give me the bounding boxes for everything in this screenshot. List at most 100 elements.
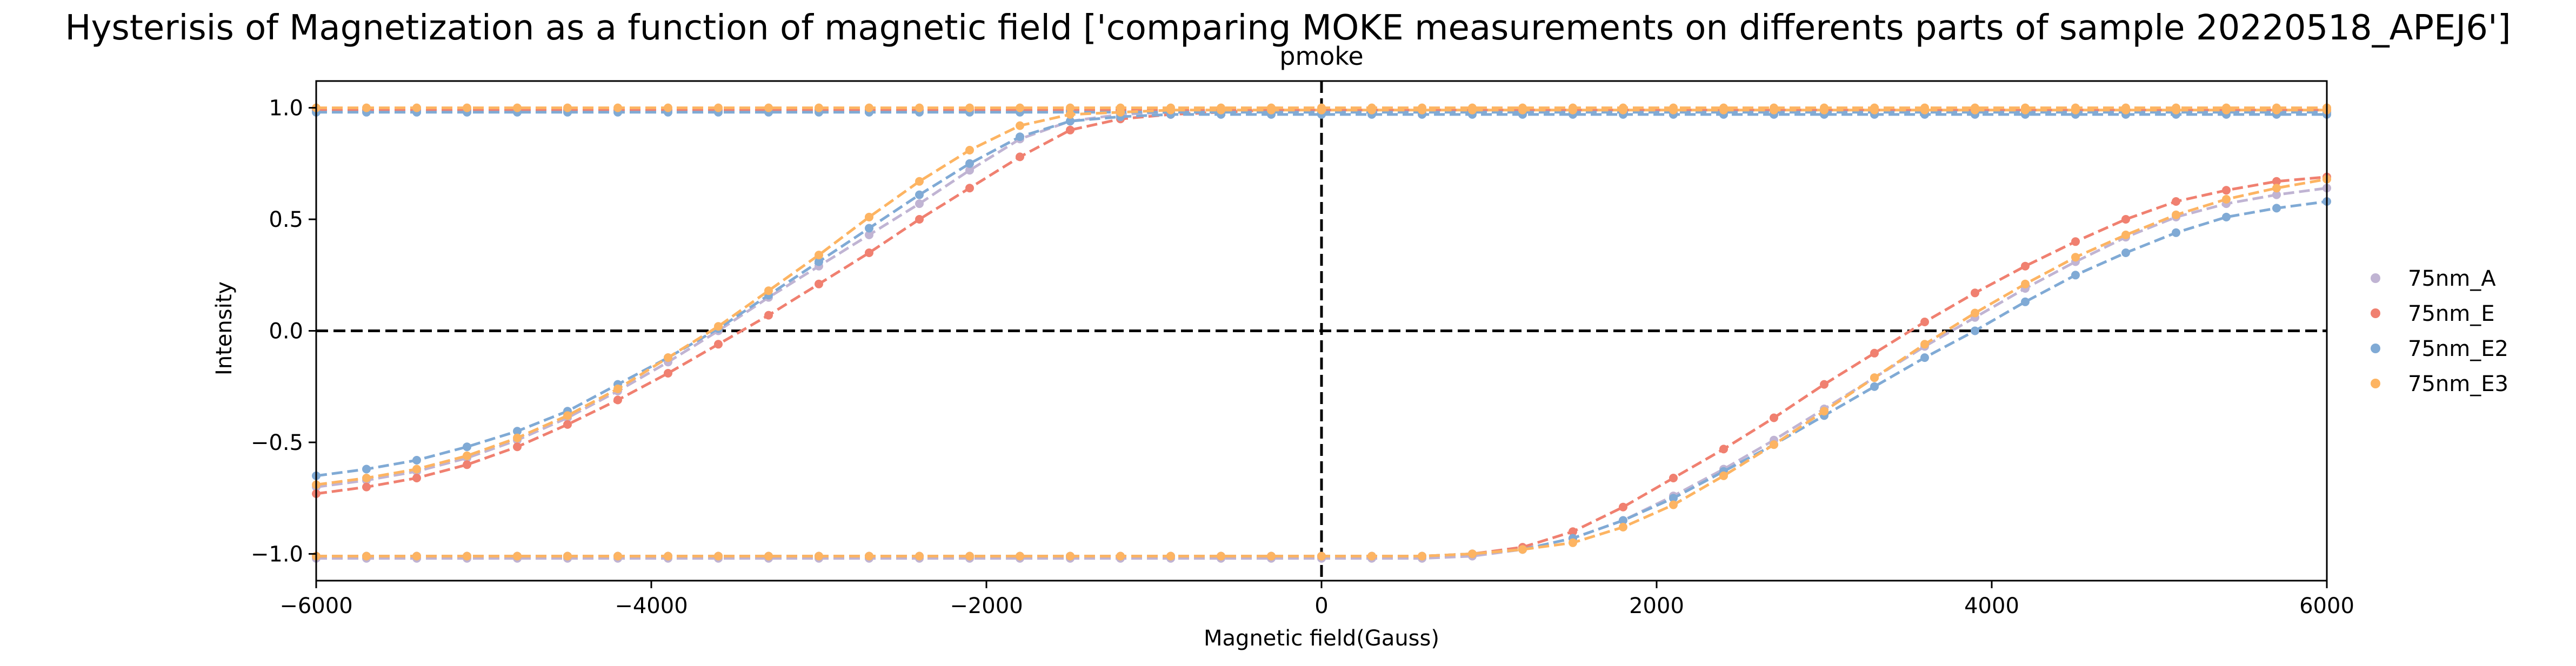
data-point (513, 103, 522, 112)
data-point (1468, 549, 1477, 559)
y-axis-label: Intensity (212, 281, 237, 375)
data-point (2071, 105, 2080, 115)
x-tick-label: −2000 (950, 594, 1023, 618)
data-point (2021, 105, 2030, 115)
data-point (965, 146, 974, 154)
legend-label: 75nm_E3 (2408, 372, 2508, 396)
data-point (1820, 105, 1828, 115)
data-point (1518, 105, 1527, 115)
y-axis: 1.0 0.5 0.0 −0.5 −1.0 (251, 96, 316, 567)
data-point (865, 103, 873, 112)
data-point (463, 551, 471, 561)
data-point (965, 103, 974, 112)
data-point (2272, 184, 2281, 193)
data-point (2071, 271, 2080, 280)
data-point (2121, 248, 2130, 257)
data-point (1418, 105, 1426, 115)
data-point (714, 340, 723, 349)
data-point (764, 286, 773, 295)
legend-marker (2371, 379, 2380, 388)
x-axis: −6000 −4000 −2000 0 2000 4000 6000 (279, 581, 2354, 618)
data-point (1016, 152, 1024, 162)
data-point (412, 103, 421, 112)
data-point (513, 551, 522, 561)
data-point (1920, 340, 1929, 349)
data-point (1418, 551, 1426, 561)
data-point (865, 248, 873, 257)
data-point (664, 353, 672, 362)
legend-marker (2371, 308, 2380, 318)
data-point (2121, 230, 2130, 239)
data-point (613, 103, 622, 112)
data-point (513, 433, 522, 442)
data-point (1116, 107, 1125, 117)
data-point (764, 551, 773, 561)
data-point (714, 322, 723, 331)
data-point (1719, 105, 1728, 115)
data-point (613, 384, 622, 393)
data-point (362, 103, 371, 112)
data-point (1016, 132, 1024, 142)
data-point (463, 451, 471, 460)
data-point (1770, 413, 1778, 422)
data-point (1820, 407, 1828, 416)
data-point (563, 420, 572, 429)
data-point (1719, 471, 1728, 480)
data-point (664, 369, 672, 378)
data-point (1920, 105, 1929, 115)
y-tick-label: −0.5 (251, 430, 303, 455)
x-tick-label: 4000 (1964, 594, 2019, 618)
data-point (714, 551, 723, 561)
data-point (915, 199, 924, 208)
data-point (815, 103, 823, 112)
data-point (1166, 105, 1175, 115)
data-point (915, 190, 924, 199)
data-point (613, 395, 622, 405)
data-point (1016, 121, 1024, 130)
y-tick-label: 0.5 (269, 207, 303, 232)
data-point (1619, 522, 1627, 532)
data-point (2222, 194, 2231, 204)
series-line (316, 113, 2327, 477)
x-tick-label: 6000 (2299, 594, 2354, 618)
data-point (1066, 103, 1075, 112)
data-point (815, 551, 823, 561)
data-point (664, 551, 672, 561)
data-point (362, 465, 371, 474)
data-point (1770, 440, 1778, 449)
data-point (1367, 105, 1376, 115)
data-point (1569, 527, 1577, 536)
data-point (362, 482, 371, 492)
data-point (2021, 297, 2030, 306)
legend-label: 75nm_E (2408, 301, 2495, 326)
data-point (1518, 545, 1527, 554)
data-point (1770, 105, 1778, 115)
x-tick-label: 2000 (1629, 594, 1684, 618)
legend: 75nm_A 75nm_E 75nm_E2 75nm_E3 (2371, 266, 2508, 396)
data-point (965, 551, 974, 561)
legend-marker (2371, 273, 2380, 283)
data-point (1066, 110, 1075, 119)
data-point (764, 311, 773, 320)
data-point (965, 166, 974, 175)
data-point (1317, 551, 1326, 561)
data-point (915, 103, 924, 112)
data-point (1066, 125, 1075, 134)
data-point (2121, 215, 2130, 224)
reference-lines (316, 81, 2327, 581)
data-point (2272, 204, 2281, 213)
data-point (1317, 105, 1326, 115)
legend-label: 75nm_A (2408, 266, 2496, 291)
data-point (362, 474, 371, 482)
data-point (1971, 308, 1979, 318)
data-point (463, 103, 471, 112)
data-point (965, 159, 974, 168)
data-point (2021, 279, 2030, 288)
data-point (1669, 474, 1678, 482)
series-75nm_E3 (312, 103, 2331, 561)
chart-subtitle: pmoke (1279, 42, 1363, 71)
data-point (412, 465, 421, 474)
data-point (563, 411, 572, 420)
chart-title: Hysterisis of Magnetization as a functio… (65, 8, 2511, 48)
